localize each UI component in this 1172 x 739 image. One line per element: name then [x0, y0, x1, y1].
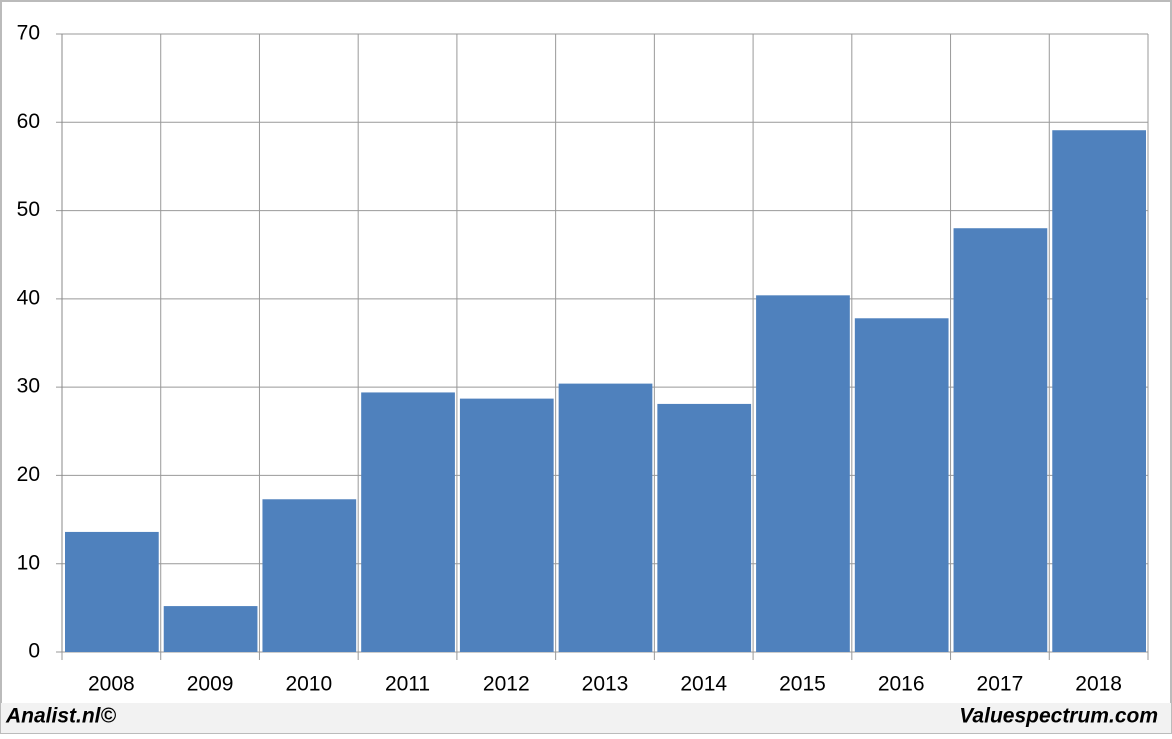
x-tick-label: 2015: [779, 673, 826, 696]
x-tick-label: 2011: [385, 673, 430, 696]
y-tick-label: 40: [17, 286, 40, 309]
bar: [854, 318, 949, 652]
x-tick-label: 2016: [878, 673, 925, 696]
x-tick-label: 2008: [88, 673, 135, 696]
x-tick-label: 2018: [1075, 673, 1122, 696]
y-tick-label: 0: [28, 640, 40, 663]
y-tick-label: 20: [17, 463, 40, 486]
y-tick-label: 30: [17, 375, 40, 398]
footer-band: [1, 703, 1171, 733]
x-tick-label: 2017: [977, 673, 1024, 696]
bar: [459, 398, 554, 652]
bar: [262, 499, 357, 652]
y-tick-label: 50: [17, 198, 40, 221]
x-tick-label: 2012: [483, 673, 530, 696]
footer-left: Analist.nl©: [5, 705, 117, 728]
bar: [163, 606, 258, 652]
bar: [756, 295, 850, 652]
x-tick-label: 2014: [680, 673, 727, 696]
footer-right: Valuespectrum.com: [959, 705, 1158, 728]
bar: [953, 228, 1048, 652]
bar: [558, 383, 653, 652]
y-tick-label: 10: [17, 551, 40, 574]
bar: [65, 531, 159, 652]
x-tick-label: 2010: [285, 673, 332, 696]
bar: [657, 403, 752, 652]
x-tick-label: 2013: [582, 673, 629, 696]
bar: [361, 392, 455, 652]
x-tick-label: 2009: [187, 673, 234, 696]
bar: [1052, 130, 1146, 652]
y-tick-label: 60: [17, 110, 40, 133]
y-tick-label: 70: [17, 22, 40, 45]
